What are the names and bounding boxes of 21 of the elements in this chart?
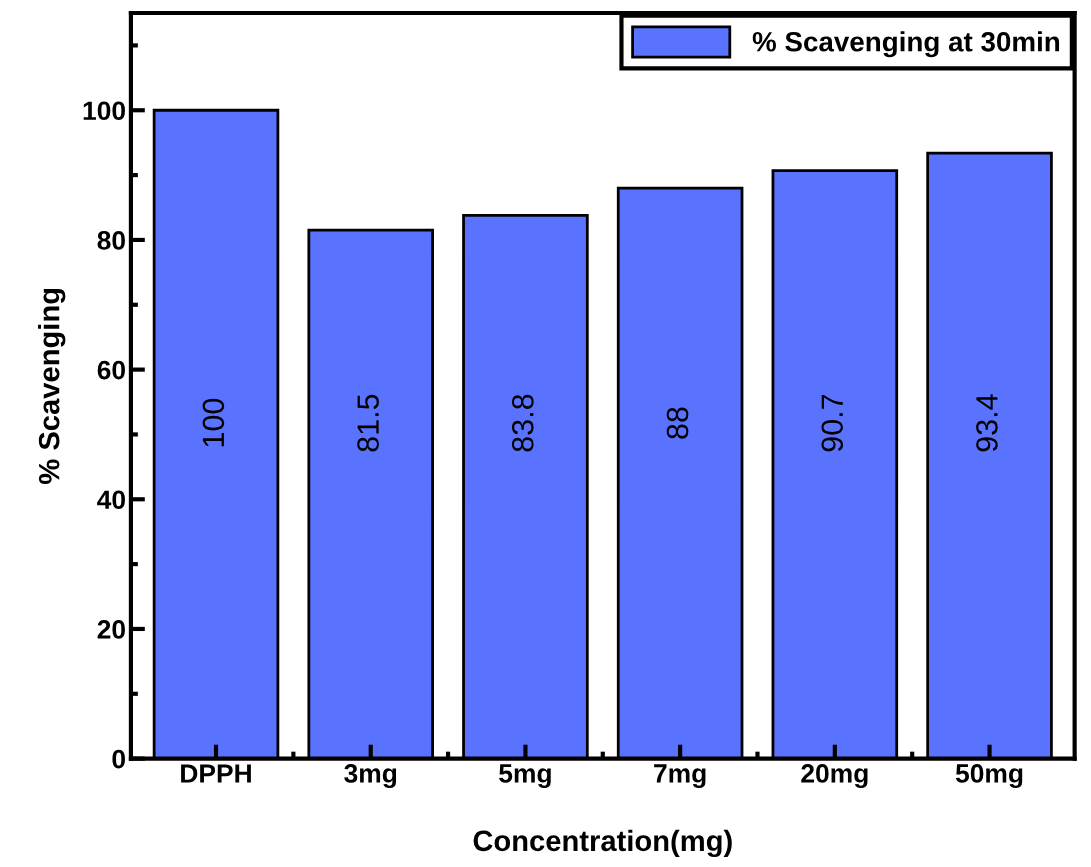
- y-tick-label: 0: [112, 749, 125, 769]
- x-tick-label: 20mg: [801, 764, 868, 789]
- x-tick-label: 3mg: [344, 764, 397, 789]
- y-tick-label: 100: [83, 101, 125, 121]
- legend-label: % Scavenging at 30min: [752, 31, 1060, 58]
- x-tick-label: 5mg: [499, 764, 551, 789]
- data-label: 93.4: [976, 394, 998, 452]
- y-tick-label: 60: [97, 360, 125, 380]
- data-label: 88: [666, 407, 689, 439]
- data-label: 100: [202, 398, 225, 447]
- x-tick-label: 50mg: [955, 764, 1023, 789]
- y-tick-label: 40: [97, 490, 125, 510]
- data-label: 81.5: [357, 394, 379, 452]
- y-axis-title: % Scavenging: [38, 288, 66, 484]
- y-tick-label: 80: [97, 231, 125, 250]
- x-tick-label: 7mg: [654, 764, 706, 789]
- x-axis-title: Concentration(mg): [473, 829, 732, 858]
- y-tick-label: 20: [97, 620, 125, 639]
- data-label: 83.8: [511, 394, 534, 452]
- x-tick-label: DPPH: [181, 764, 251, 783]
- data-label: 90.7: [821, 394, 844, 452]
